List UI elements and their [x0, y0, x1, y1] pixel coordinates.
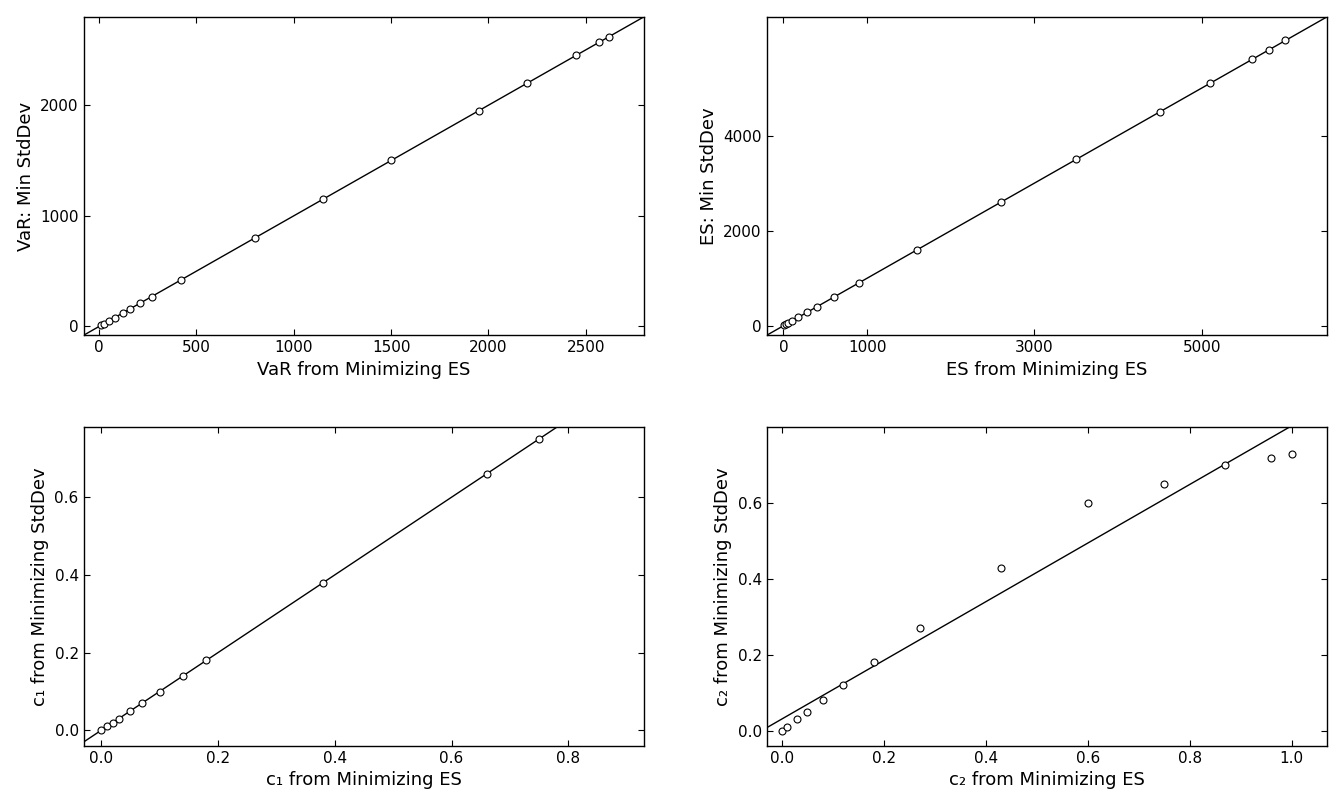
Point	[468, 104, 489, 117]
Point	[476, 467, 497, 480]
Point	[195, 654, 216, 667]
Point	[103, 311, 125, 324]
Point	[1199, 77, 1220, 89]
Point	[991, 196, 1012, 209]
Point	[90, 319, 112, 332]
Point	[1261, 451, 1282, 464]
Point	[149, 685, 171, 698]
Point	[1258, 44, 1279, 56]
Point	[796, 306, 817, 319]
Point	[909, 622, 930, 635]
X-axis label: c₂ from Minimizing ES: c₂ from Minimizing ES	[949, 771, 1145, 789]
X-axis label: VaR from Minimizing ES: VaR from Minimizing ES	[257, 361, 470, 379]
Point	[907, 243, 929, 256]
Point	[97, 720, 118, 733]
Point	[777, 721, 798, 733]
Point	[788, 311, 809, 324]
Point	[863, 656, 884, 669]
Point	[1274, 34, 1296, 47]
Point	[98, 314, 120, 327]
Point	[566, 49, 587, 62]
Y-axis label: ES: Min StdDev: ES: Min StdDev	[700, 107, 718, 245]
Point	[380, 154, 402, 167]
Point	[848, 276, 870, 289]
Point	[786, 713, 808, 726]
Point	[93, 318, 114, 330]
Point	[1281, 447, 1302, 460]
Point	[775, 318, 797, 330]
Point	[172, 670, 194, 683]
Point	[108, 713, 129, 725]
Point	[120, 704, 141, 717]
Point	[141, 290, 163, 303]
Point	[1149, 106, 1171, 118]
Point	[778, 317, 800, 330]
Point	[1077, 496, 1098, 509]
Point	[832, 679, 853, 692]
Y-axis label: c₁ from Minimizing StdDev: c₁ from Minimizing StdDev	[31, 467, 48, 706]
Point	[1153, 478, 1175, 491]
Point	[171, 273, 192, 286]
Point	[1242, 53, 1263, 66]
Point	[120, 302, 141, 315]
Point	[991, 561, 1012, 574]
X-axis label: ES from Minimizing ES: ES from Minimizing ES	[946, 361, 1148, 379]
Point	[112, 307, 133, 320]
Point	[312, 576, 333, 589]
Y-axis label: c₂ from Minimizing StdDev: c₂ from Minimizing StdDev	[714, 467, 732, 706]
Point	[823, 291, 844, 304]
Point	[516, 77, 538, 89]
Point	[587, 393, 609, 406]
Point	[598, 30, 620, 43]
Y-axis label: VaR: Min StdDev: VaR: Min StdDev	[16, 102, 35, 251]
Point	[312, 193, 333, 206]
X-axis label: c₁ from Minimizing ES: c₁ from Minimizing ES	[266, 771, 462, 789]
Point	[1215, 459, 1236, 472]
Point	[1066, 153, 1087, 166]
Point	[129, 297, 151, 310]
Point	[245, 231, 266, 244]
Point	[90, 724, 112, 737]
Point	[797, 705, 818, 718]
Point	[806, 301, 828, 314]
Point	[781, 314, 802, 327]
Point	[812, 694, 833, 707]
Point	[132, 696, 153, 709]
Point	[771, 725, 793, 737]
Point	[102, 717, 124, 729]
Point	[589, 35, 610, 48]
Point	[528, 433, 550, 446]
Point	[774, 319, 796, 332]
